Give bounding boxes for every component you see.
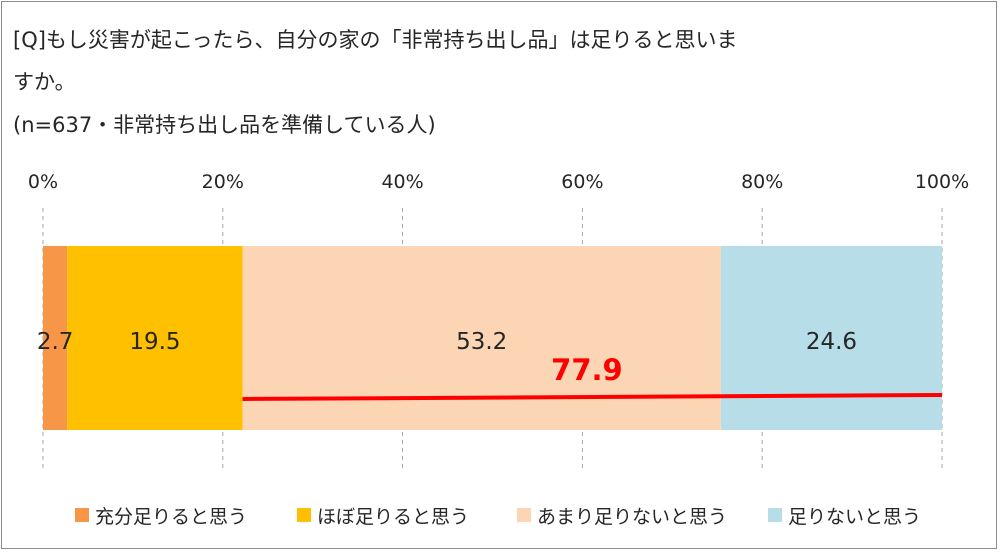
legend-swatch	[768, 508, 782, 522]
chart-title-line-1: [Q]もし災害が起こったら、自分の家の「非常持ち出し品」は足りると思いま	[13, 28, 738, 52]
bar-segment	[720, 246, 942, 430]
legend-label: 充分足りると思う	[95, 505, 248, 528]
x-tick-label: 0%	[28, 171, 58, 193]
legend-label: あまり足りないと思う	[537, 505, 728, 528]
legend-label: 足りないと思う	[788, 505, 922, 528]
legend-item: 充分足りると思う	[75, 500, 247, 530]
legend-swatch	[517, 508, 531, 522]
data-label: 53.2	[456, 329, 507, 355]
x-tick-label: 60%	[561, 171, 603, 193]
legend-item: あまり足りないと思う	[517, 500, 727, 530]
chart-subtitle: (n=637・非常持ち出し品を準備している人)	[13, 113, 436, 137]
legend-label: ほぼ足りると思う	[317, 505, 470, 528]
legend-item: ほぼ足りると思う	[297, 500, 469, 530]
legend-swatch	[75, 508, 89, 522]
data-label: 2.7	[37, 329, 74, 355]
legend-item: 足りないと思う	[768, 500, 921, 530]
annotation-line	[242, 393, 943, 401]
bar-segment	[67, 246, 243, 430]
x-tick-label: 100%	[915, 171, 969, 193]
x-tick-label: 40%	[381, 171, 423, 193]
bar-segment	[43, 246, 68, 430]
data-label: 24.6	[806, 329, 857, 355]
x-tick-label: 80%	[741, 171, 783, 193]
data-label: 19.5	[129, 329, 180, 355]
x-tick-label: 20%	[202, 171, 244, 193]
chart-legend: 充分足りると思う ほぼ足りると思う あまり足りないと思う 足りないと思う	[0, 500, 1000, 530]
legend-swatch	[297, 508, 311, 522]
chart-title-line-2: すか。	[13, 70, 76, 94]
annotation-value: 77.9	[551, 353, 623, 387]
